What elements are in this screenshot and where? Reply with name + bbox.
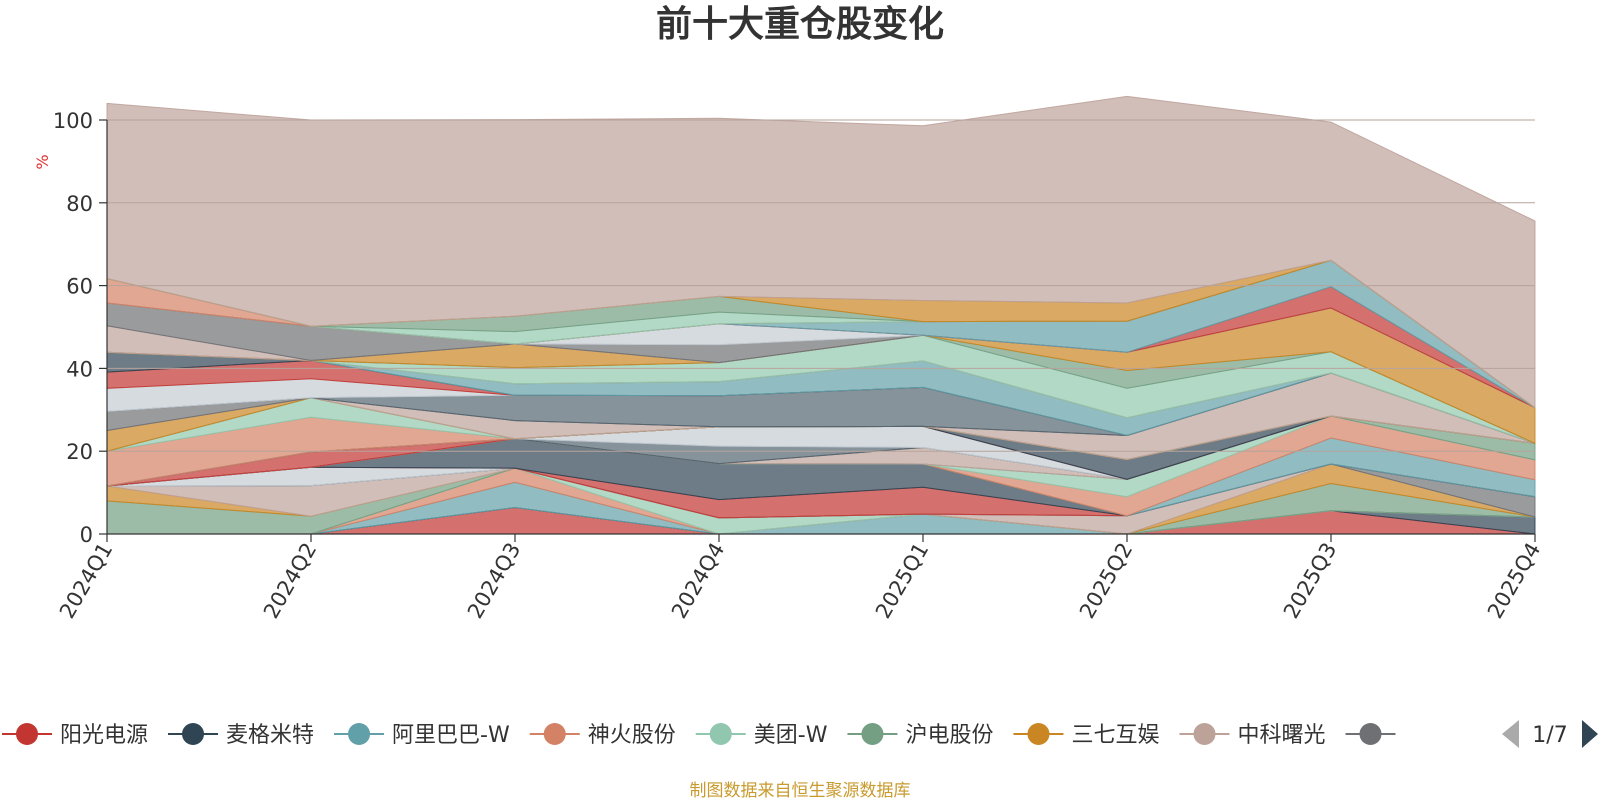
legend-label: 麦格米特: [226, 723, 314, 748]
chart-title: 前十大重仓股变化: [656, 3, 944, 45]
legend-item[interactable]: 阳光电源: [2, 723, 148, 748]
legend-item[interactable]: 麦格米特: [168, 723, 314, 748]
legend-marker: [709, 723, 732, 745]
x-tick-label: 2025Q3: [1279, 539, 1341, 623]
legend-marker: [543, 723, 566, 745]
legend: 阳光电源 麦格米特 阿里巴巴-W 神火股份 美团-W 沪电股份 三七互娱 中科曙光 1/7: [2, 720, 1598, 748]
prev-page-icon[interactable]: [1502, 720, 1519, 748]
legend-marker: [348, 723, 371, 745]
legend-page-indicator: 1/7: [1532, 723, 1567, 748]
x-tick-label: 2024Q4: [667, 539, 729, 623]
legend-label: 美团-W: [754, 723, 828, 748]
legend-label: 中科曙光: [1237, 723, 1325, 748]
x-tick-label: 2024Q1: [55, 539, 117, 623]
legend-marker: [1027, 723, 1050, 745]
legend-label: 阳光电源: [60, 723, 148, 748]
legend-marker: [16, 723, 38, 745]
legend-item[interactable]: 神火股份: [529, 723, 676, 748]
legend-item[interactable]: 阿里巴巴-W: [334, 723, 510, 748]
legend-marker: [182, 723, 205, 745]
y-tick-label: 20: [66, 440, 93, 464]
x-tick-label: 2025Q1: [871, 539, 933, 623]
legend-label: 神火股份: [588, 723, 676, 748]
legend-pager: 1/7: [1502, 720, 1598, 748]
legend-item[interactable]: 中科曙光: [1179, 723, 1326, 748]
legend-label: 三七互娱: [1071, 723, 1159, 748]
y-tick-label: 100: [53, 109, 93, 133]
legend-label: 沪电股份: [905, 723, 993, 748]
legend-marker: [1359, 723, 1382, 745]
area-remainder: [106, 95, 1536, 409]
legend-label: 阿里巴巴-W: [392, 723, 510, 748]
legend-item[interactable]: 美团-W: [695, 723, 828, 748]
y-tick-label: 40: [66, 357, 93, 381]
x-tick-label: 2025Q4: [1483, 539, 1545, 623]
legend-marker: [861, 723, 884, 745]
x-tick-label: 2025Q2: [1075, 539, 1137, 623]
legend-item[interactable]: 沪电股份: [847, 723, 993, 748]
x-tick-label: 2024Q2: [259, 539, 321, 623]
legend-item[interactable]: [1345, 723, 1396, 745]
grid-layer: [107, 119, 1535, 452]
y-axis-unit-label: %: [33, 154, 52, 169]
y-tick-label: 0: [80, 523, 93, 547]
next-page-icon[interactable]: [1582, 720, 1598, 748]
y-tick-label: 60: [66, 275, 93, 299]
y-tick-label: 80: [66, 192, 93, 216]
legend-marker: [1193, 723, 1216, 745]
legend-item[interactable]: 三七互娱: [1013, 723, 1159, 748]
x-tick-label: 2024Q3: [463, 539, 525, 623]
source-note: 制图数据来自恒生聚源数据库: [690, 781, 911, 800]
series-layer: [106, 95, 1536, 535]
